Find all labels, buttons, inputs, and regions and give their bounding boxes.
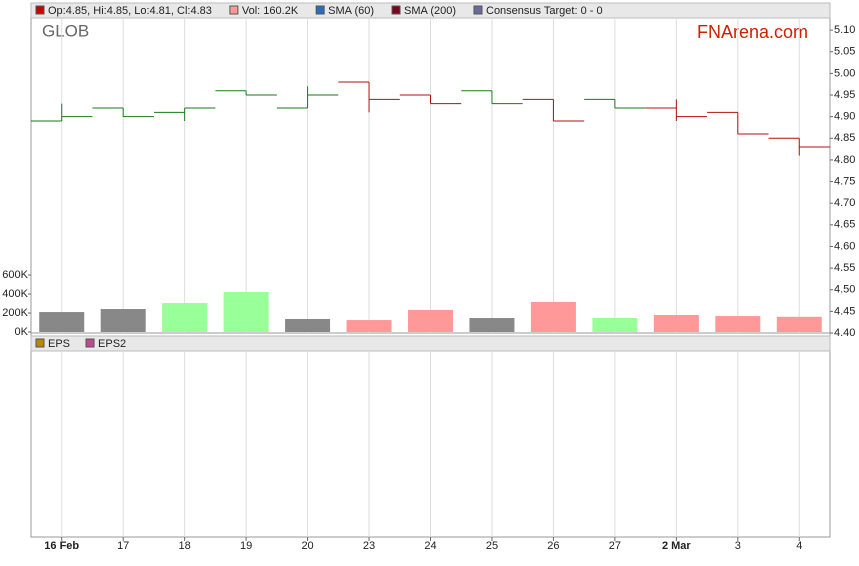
legend-label: EPS2 [98,338,126,350]
y-tick-label: 4.50 [834,284,855,296]
y-tick-label: 5.10 [834,24,855,36]
y-tick-label: 5.00 [834,67,855,79]
x-tick-label: 23 [363,540,375,552]
legend-label: SMA (60) [328,5,374,17]
volume-bar [776,316,822,332]
y-tick-label: 4.75 [834,175,855,187]
legend-label: SMA (200) [404,5,456,17]
y-tick-label: 4.70 [834,197,855,209]
volume-bar [100,309,146,332]
y-tick-label: 4.85 [834,132,855,144]
volume-bar [715,316,761,332]
legend-label: EPS [48,338,70,350]
legend-swatch [35,338,45,348]
volume-bar [285,318,331,332]
volume-bar [592,318,638,332]
x-tick-label: 20 [301,540,313,552]
y-tick-label: 4.40 [834,327,855,339]
volume-bar [530,301,576,332]
x-tick-label: 18 [179,540,191,552]
ticker: GLOB [42,21,89,40]
y-tick-label: 4.65 [834,219,855,231]
volume-bar [653,314,699,332]
volume-bar [162,303,208,332]
y-tick-label: 4.55 [834,262,855,274]
y-tick-label: 4.90 [834,111,855,123]
x-tick-label: 19 [240,540,252,552]
x-tick-label: 2 Mar [662,540,691,552]
y-tick-label: 200K [2,307,28,319]
volume-bar [469,318,515,332]
volume-bar [346,320,392,332]
legend-swatch [35,5,45,15]
x-tick-label: 16 Feb [44,540,79,552]
volume-bar [408,309,453,332]
legend-swatch [473,5,483,15]
legend-label: Vol: 160.2K [242,5,299,17]
x-tick-label: 24 [424,540,436,552]
x-tick-label: 4 [796,540,802,552]
y-tick-label: 4.95 [834,89,855,101]
y-tick-label: 400K [2,288,28,300]
x-tick-label: 27 [609,540,621,552]
legend-swatch [229,5,239,15]
x-tick-label: 17 [117,540,129,552]
x-tick-label: 3 [735,540,741,552]
x-tick-label: 25 [486,540,498,552]
legend-swatch [391,5,401,15]
volume-bar [223,292,269,332]
eps-legend-bar [30,335,831,352]
y-tick-label: 600K [2,269,28,281]
volume-bar [39,312,85,332]
y-tick-label: 5.05 [834,46,855,58]
brand: FNArena.com [697,22,808,42]
legend-label: Op:4.85, Hi:4.85, Lo:4.81, Cl:4.83 [48,5,212,17]
y-tick-label: 4.60 [834,240,855,252]
y-tick-label: 4.45 [834,305,855,317]
legend-label: Consensus Target: 0 - 0 [486,5,603,17]
x-tick-label: 26 [547,540,559,552]
y-tick-label: 0K [15,326,29,338]
legend-swatch [315,5,325,15]
y-tick-label: 4.80 [834,154,855,166]
legend-swatch [85,338,95,348]
